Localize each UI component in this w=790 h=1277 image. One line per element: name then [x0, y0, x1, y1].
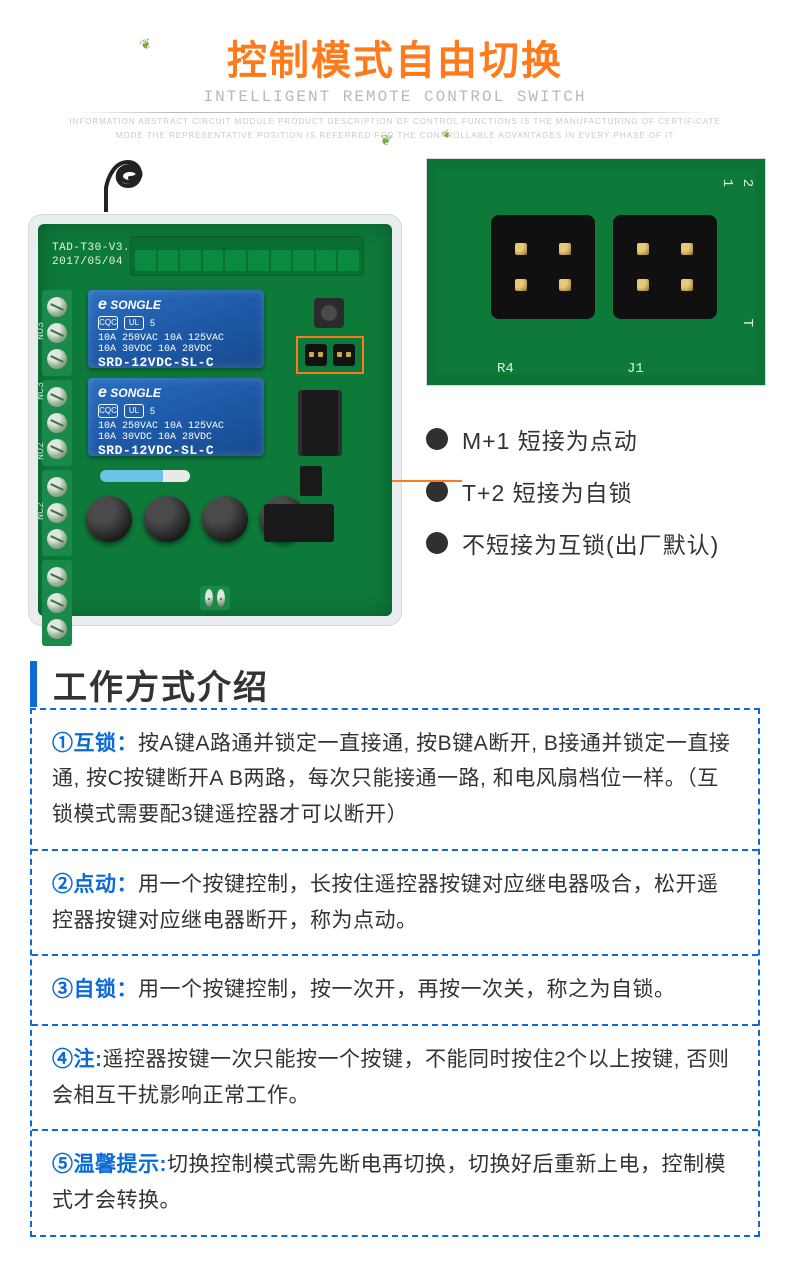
- mode-body: 按A键A路通并锁定一直接通, 按B键A断开, B接通并锁定一直接通, 按C按键断…: [52, 732, 730, 826]
- terminal-label: NC2: [36, 502, 47, 520]
- rf-module-icon: [130, 236, 364, 276]
- ul-badge-icon: UL: [124, 316, 144, 330]
- jumper-detail-closeup: 1 2 T R4 J1: [426, 158, 766, 386]
- mode-ord: ⑤: [52, 1153, 74, 1176]
- terminal-label: NO2: [36, 442, 47, 460]
- fineprint-1: INFORMATION ABSTRACT CIRCUIT MODULE PROD…: [0, 117, 790, 127]
- bullet-dot-icon: [426, 480, 448, 502]
- bullet-item: M+1 短接为点动: [426, 422, 786, 456]
- bullet-item: 不短接为互锁(出厂默认): [426, 526, 786, 560]
- silk-label: T: [739, 319, 755, 327]
- mode-body: 用一个按键控制，长按住遥控器按键对应继电器吸合，松开遥控器按键对应继电器断开，称…: [52, 873, 719, 932]
- mode-lead: 点动：: [74, 873, 139, 896]
- bullet-label: M+1 短接为点动: [462, 422, 638, 456]
- relay-brand-label: SONGLE: [110, 298, 161, 312]
- modes-heading-row: 工作方式介绍: [30, 660, 760, 709]
- relay-brand-label: SONGLE: [110, 386, 161, 400]
- antenna-icon: [100, 158, 180, 214]
- bottom-terminal-block: [200, 586, 230, 610]
- mode-item: ③自锁：用一个按键控制，按一次开，再按一次关，称之为自锁。: [32, 956, 758, 1026]
- relay-1: е SONGLE CQC UL 5 10A 250VAC 10A 125VAC1…: [88, 290, 264, 368]
- mode-lead: 温馨提示:: [74, 1153, 168, 1176]
- mode-item: ①互锁：按A键A路通并锁定一直接通, 按B键A断开, B接通并锁定一直接通, 按…: [32, 710, 758, 851]
- small-ic-icon: [300, 466, 322, 496]
- device-case: TAD-T30-V3.0 2017/05/04 NO3 NC3 NO2 NC2: [28, 214, 402, 626]
- mode-lead: 互锁：: [74, 732, 139, 755]
- ul-badge-icon: UL: [124, 404, 144, 418]
- silk-label: 1: [719, 179, 735, 187]
- cqc-badge-icon: CQC: [98, 316, 118, 330]
- jumper-block-icon: [613, 215, 717, 319]
- cqc-badge-icon: CQC: [98, 404, 118, 418]
- left-terminal-block: [42, 290, 72, 646]
- mode-item: ②点动：用一个按键控制，长按住遥控器按键对应继电器吸合，松开遥控器按键对应继电器…: [32, 851, 758, 956]
- mode-lead: 注:: [74, 1048, 103, 1071]
- regulator-icon: [264, 504, 334, 542]
- us-mark: 5: [150, 406, 155, 416]
- mode-item: ④注:遥控器按键一次只能按一个按键，不能同时按住2个以上按键, 否则会相互干扰影…: [32, 1026, 758, 1131]
- silk-label: 2: [739, 179, 755, 187]
- relay-model-label: SRD-12VDC-SL-C: [98, 444, 254, 456]
- us-mark: 5: [150, 318, 155, 328]
- mode-lead: 自锁：: [74, 978, 139, 1001]
- mode-ord: ④: [52, 1048, 74, 1071]
- silk-label: J1: [627, 361, 644, 377]
- bullet-dot-icon: [426, 428, 448, 450]
- terminal-label: NC3: [36, 382, 47, 400]
- terminal-label: NO3: [36, 322, 47, 340]
- mode-bullet-list: M+1 短接为点动 T+2 短接为自锁 不短接为互锁(出厂默认): [426, 422, 786, 560]
- bullet-label: T+2 短接为自锁: [462, 474, 633, 508]
- bullet-dot-icon: [426, 532, 448, 554]
- mode-ord: ③: [52, 978, 74, 1001]
- diode-icon: [100, 470, 190, 482]
- jumper-block-icon: [491, 215, 595, 319]
- modes-heading: 工作方式介绍: [53, 660, 269, 709]
- mode-body: 用一个按键控制，按一次开，再按一次关，称之为自锁。: [138, 978, 676, 1001]
- pcb-board: TAD-T30-V3.0 2017/05/04 NO3 NC3 NO2 NC2: [38, 224, 392, 616]
- mode-body: 遥控器按键一次只能按一个按键，不能同时按住2个以上按键, 否则会相互干扰影响正常…: [52, 1048, 729, 1107]
- jumper-callout-box: [300, 340, 360, 370]
- relay-model-label: SRD-12VDC-SL-C: [98, 356, 254, 368]
- silk-label: R4: [497, 361, 514, 377]
- page-subtitle: INTELLIGENT REMOTE CONTROL SWITCH: [0, 88, 790, 106]
- tactile-button-icon: [314, 298, 344, 328]
- relay-2: е SONGLE CQC UL 5 10A 250VAC 10A 125VAC1…: [88, 378, 264, 456]
- modes-panel: ①互锁：按A键A路通并锁定一直接通, 按B键A断开, B接通并锁定一直接通, 按…: [30, 708, 760, 1237]
- mode-ord: ②: [52, 873, 74, 896]
- page-title: 控制模式自由切换: [0, 28, 790, 86]
- bullet-label: 不短接为互锁(出厂默认): [462, 526, 719, 560]
- bullet-item: T+2 短接为自锁: [426, 474, 786, 508]
- fineprint-2: MODE THE REPRESENTATIVE POSITION IS REFE…: [0, 131, 790, 141]
- mode-ord: ①: [52, 732, 74, 755]
- ic-chip-icon: [302, 390, 338, 456]
- mode-item: ⑤温馨提示:切换控制模式需先断电再切换，切换好后重新上电，控制模式才会转换。: [32, 1131, 758, 1234]
- accent-bar-icon: [30, 661, 37, 707]
- header: ❦ ❦ ❦ 控制模式自由切换 INTELLIGENT REMOTE CONTRO…: [0, 0, 790, 148]
- divider: [75, 112, 715, 113]
